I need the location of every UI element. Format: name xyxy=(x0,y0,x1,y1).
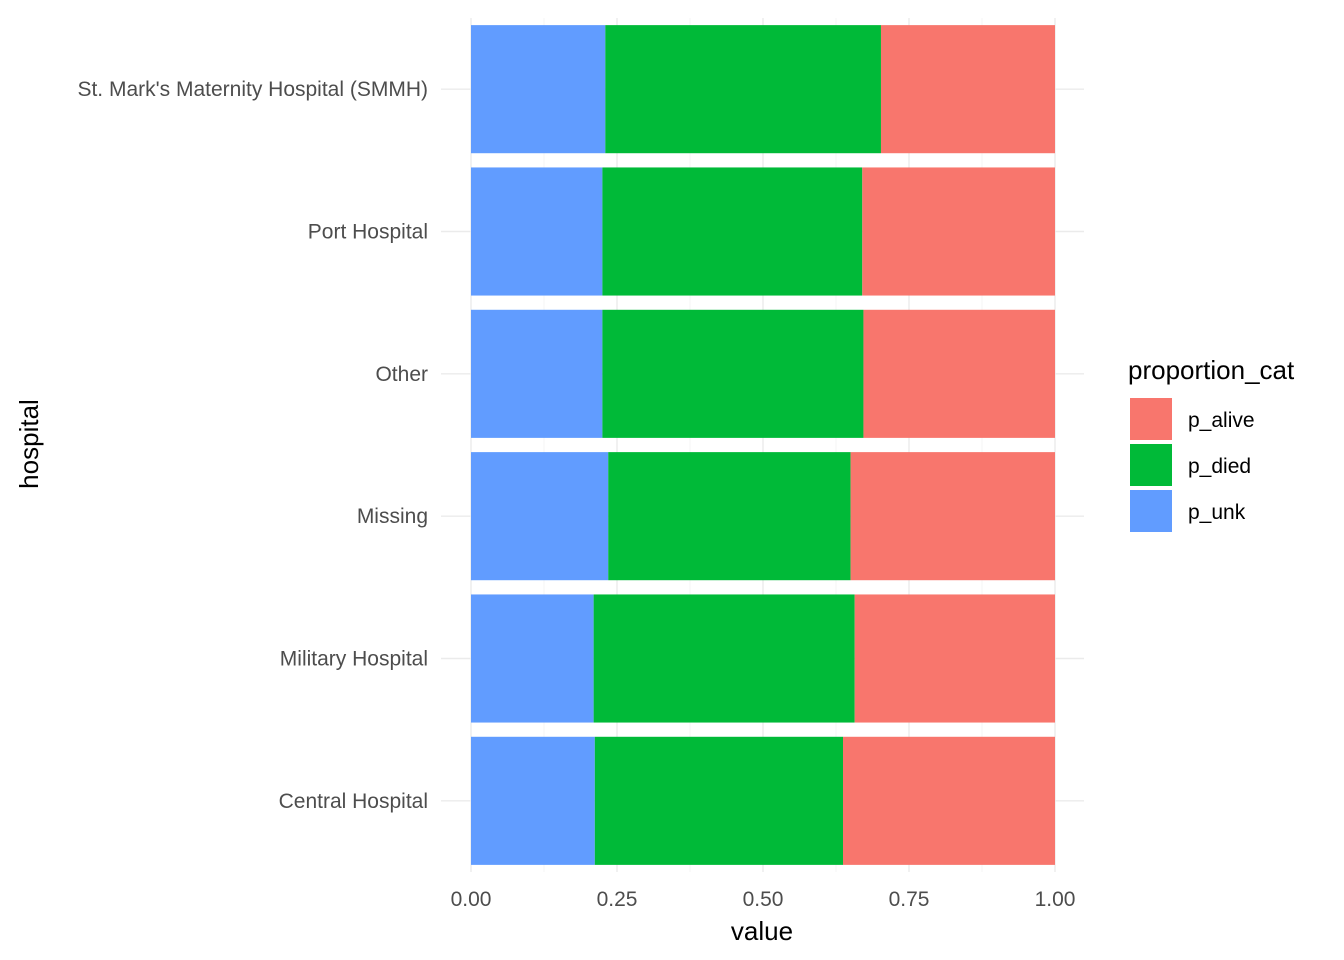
bar-p-unk xyxy=(471,452,609,581)
bar-p-unk xyxy=(471,167,603,296)
x-axis-ticks: 0.00 0.25 0.50 0.75 1.00 xyxy=(451,888,1076,911)
x-tick-label: 0.00 xyxy=(451,888,492,911)
bars xyxy=(471,25,1055,865)
y-tick-label: Central Hospital xyxy=(279,790,428,813)
bar-p-died xyxy=(602,309,864,438)
bar-p-unk xyxy=(471,736,595,865)
legend-label-p-alive: p_alive xyxy=(1188,409,1255,432)
x-tick-label: 0.25 xyxy=(597,888,638,911)
y-axis-title: hospital xyxy=(14,399,44,489)
bar-p-unk xyxy=(471,25,606,154)
y-tick-label: Missing xyxy=(357,505,428,528)
legend-label-p-unk: p_unk xyxy=(1188,501,1246,524)
bar-p-unk xyxy=(471,309,603,438)
y-tick-label: Military Hospital xyxy=(280,648,428,671)
bar-p-unk xyxy=(471,594,594,723)
y-axis-ticks: St. Mark's Maternity Hospital (SMMH) Port… xyxy=(77,78,428,813)
legend-swatch-p-alive xyxy=(1130,398,1172,440)
bar-p-alive xyxy=(880,25,1055,154)
bar-p-died xyxy=(608,452,851,581)
bar-p-died xyxy=(602,167,863,296)
y-tick-label: Other xyxy=(375,363,428,386)
x-tick-label: 0.75 xyxy=(889,888,930,911)
bar-p-died xyxy=(593,594,855,723)
x-tick-label: 0.50 xyxy=(743,888,784,911)
bar-p-alive xyxy=(862,167,1055,296)
legend: proportion_cat p_alive p_died p_unk xyxy=(1128,355,1295,532)
legend-title: proportion_cat xyxy=(1128,355,1295,385)
bar-p-alive xyxy=(850,452,1055,581)
legend-swatch-p-unk xyxy=(1130,490,1172,532)
bar-p-died xyxy=(605,25,881,154)
x-tick-label: 1.00 xyxy=(1035,888,1076,911)
legend-label-p-died: p_died xyxy=(1188,455,1251,478)
bar-p-alive xyxy=(863,309,1055,438)
bar-p-alive xyxy=(843,736,1055,865)
y-tick-label: Port Hospital xyxy=(308,221,428,244)
x-axis-title: value xyxy=(731,916,793,946)
bar-p-died xyxy=(594,736,844,865)
bar-p-alive xyxy=(854,594,1055,723)
legend-swatch-p-died xyxy=(1130,444,1172,486)
y-tick-label: St. Mark's Maternity Hospital (SMMH) xyxy=(77,78,428,101)
